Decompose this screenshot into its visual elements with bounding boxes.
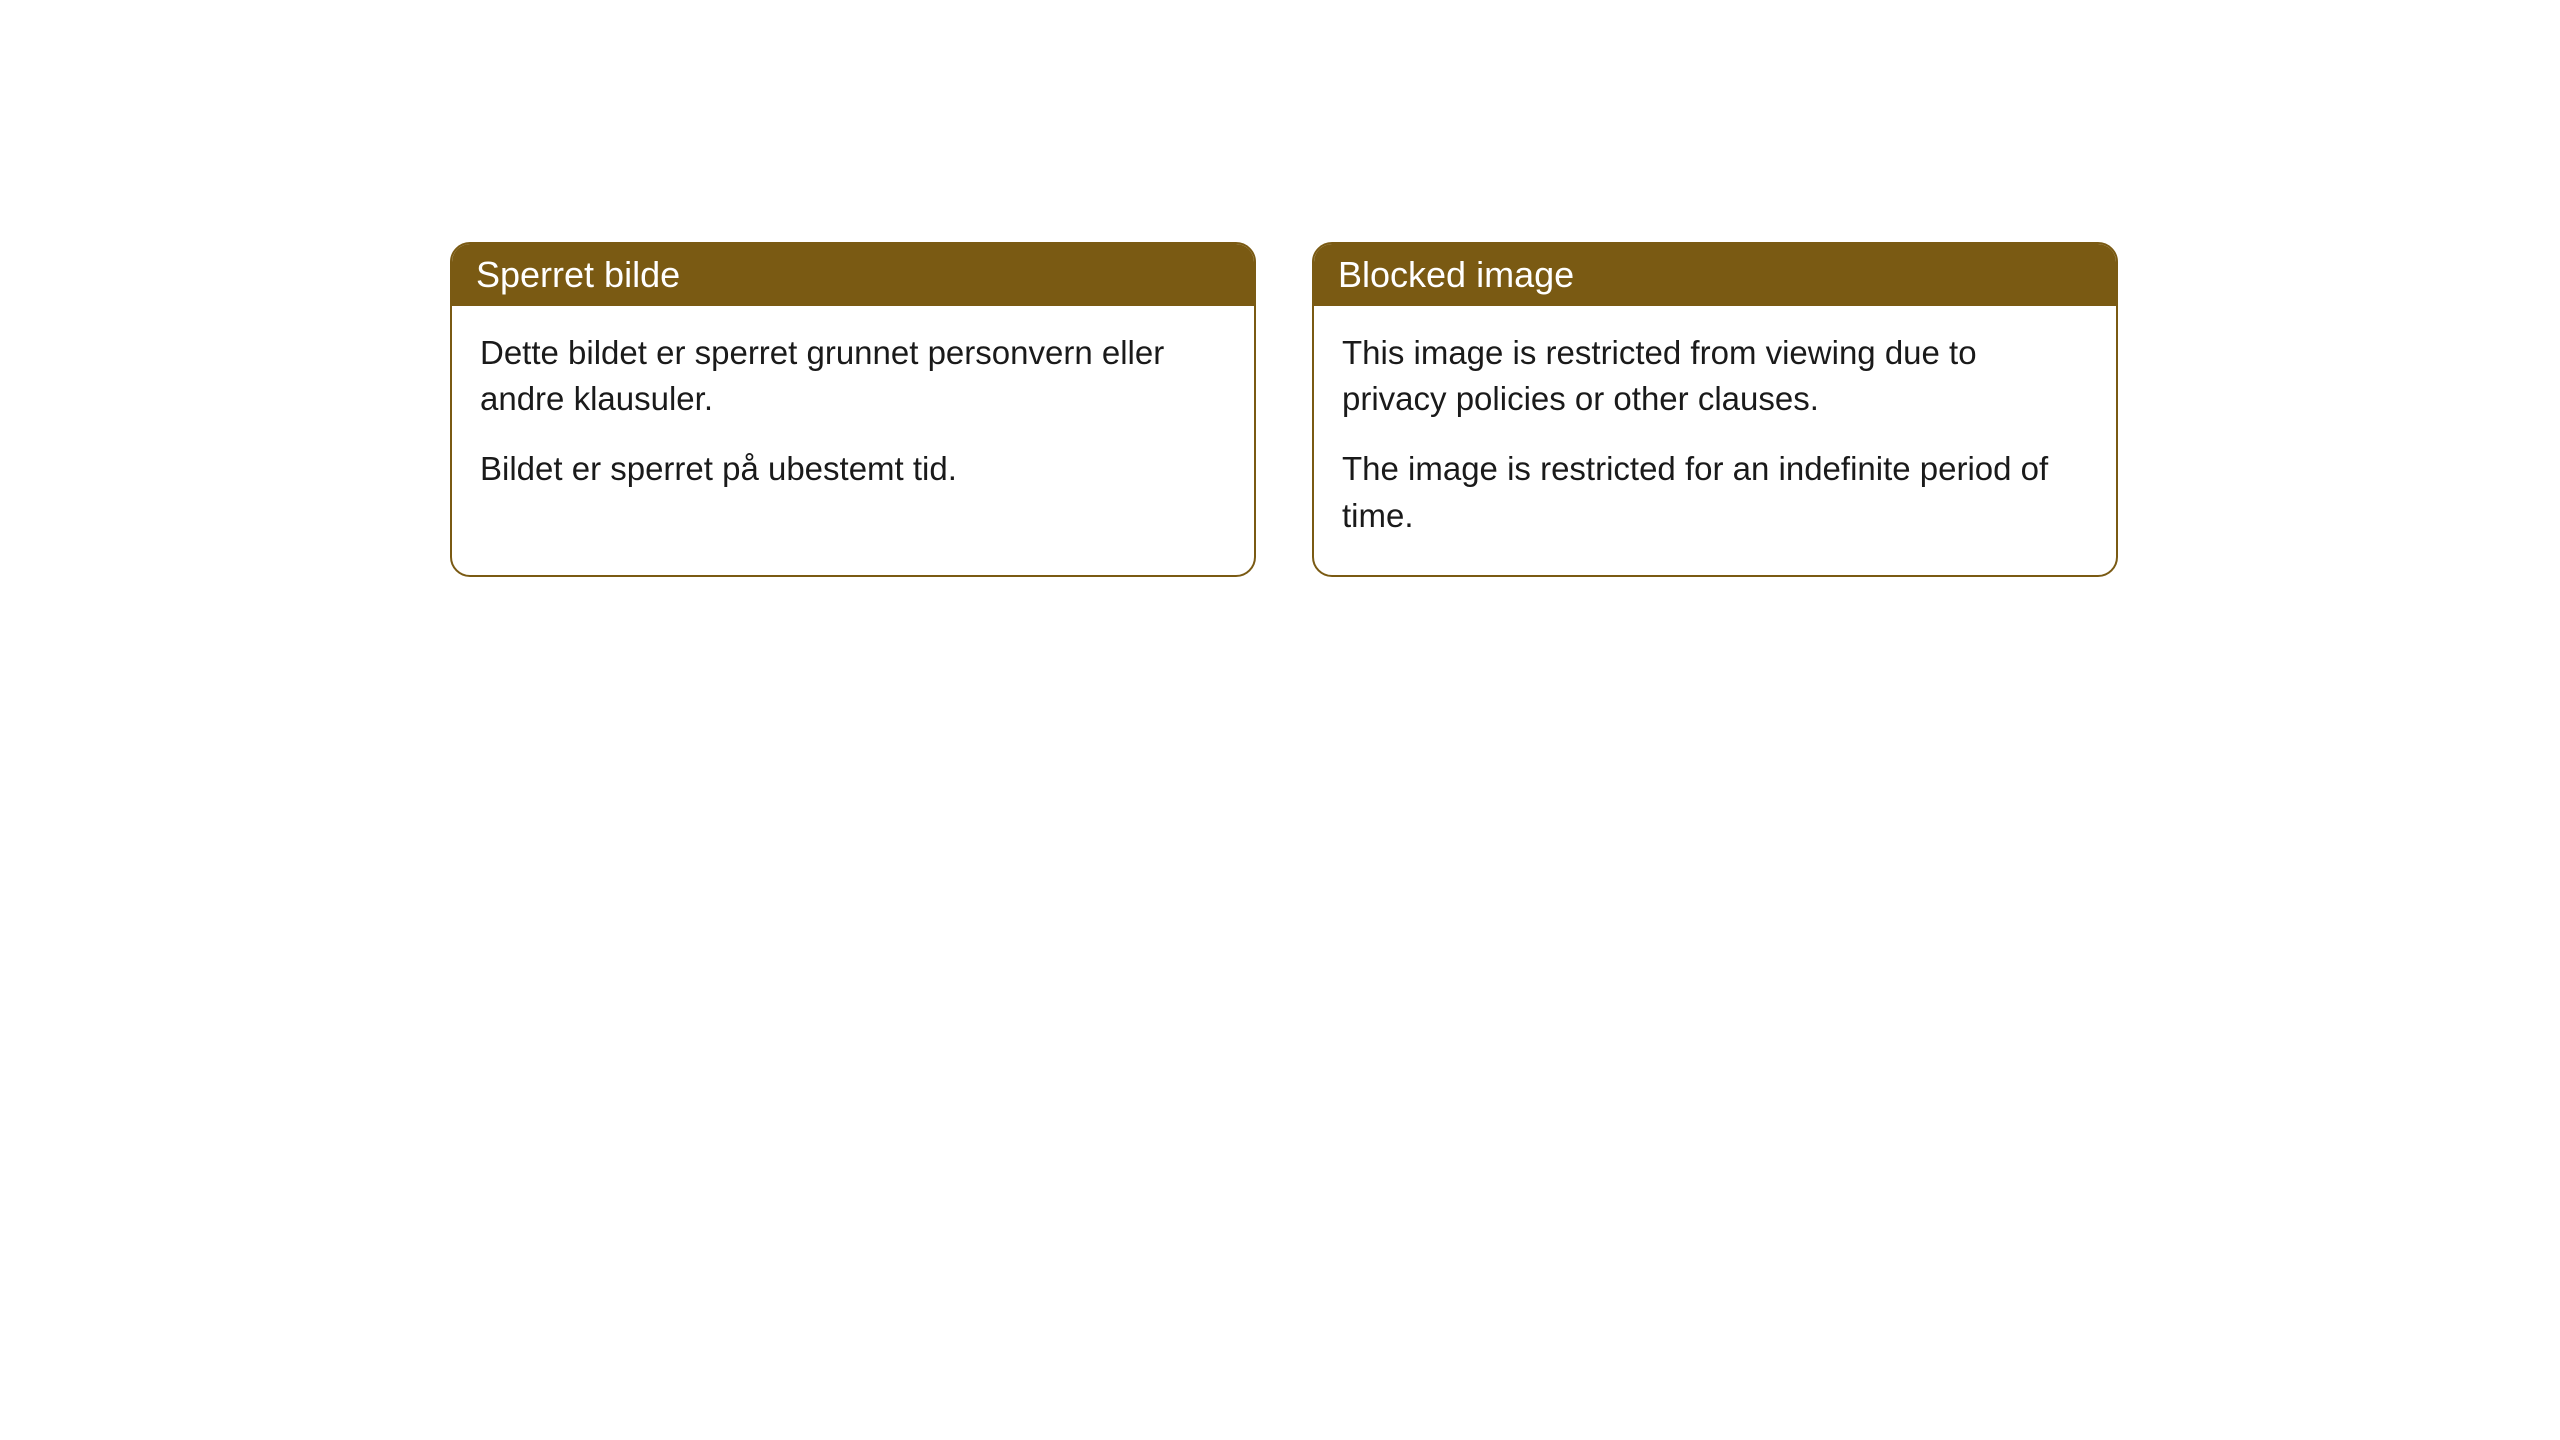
- card-header: Blocked image: [1314, 244, 2116, 306]
- card-paragraph: The image is restricted for an indefinit…: [1342, 446, 2088, 538]
- card-title: Blocked image: [1338, 254, 1574, 295]
- notice-card-english: Blocked image This image is restricted f…: [1312, 242, 2118, 577]
- notice-cards-container: Sperret bilde Dette bildet er sperret gr…: [450, 242, 2118, 577]
- card-paragraph: Bildet er sperret på ubestemt tid.: [480, 446, 1226, 492]
- card-body: This image is restricted from viewing du…: [1314, 306, 2116, 575]
- card-paragraph: This image is restricted from viewing du…: [1342, 330, 2088, 422]
- card-title: Sperret bilde: [476, 254, 680, 295]
- card-body: Dette bildet er sperret grunnet personve…: [452, 306, 1254, 529]
- card-paragraph: Dette bildet er sperret grunnet personve…: [480, 330, 1226, 422]
- card-header: Sperret bilde: [452, 244, 1254, 306]
- notice-card-norwegian: Sperret bilde Dette bildet er sperret gr…: [450, 242, 1256, 577]
